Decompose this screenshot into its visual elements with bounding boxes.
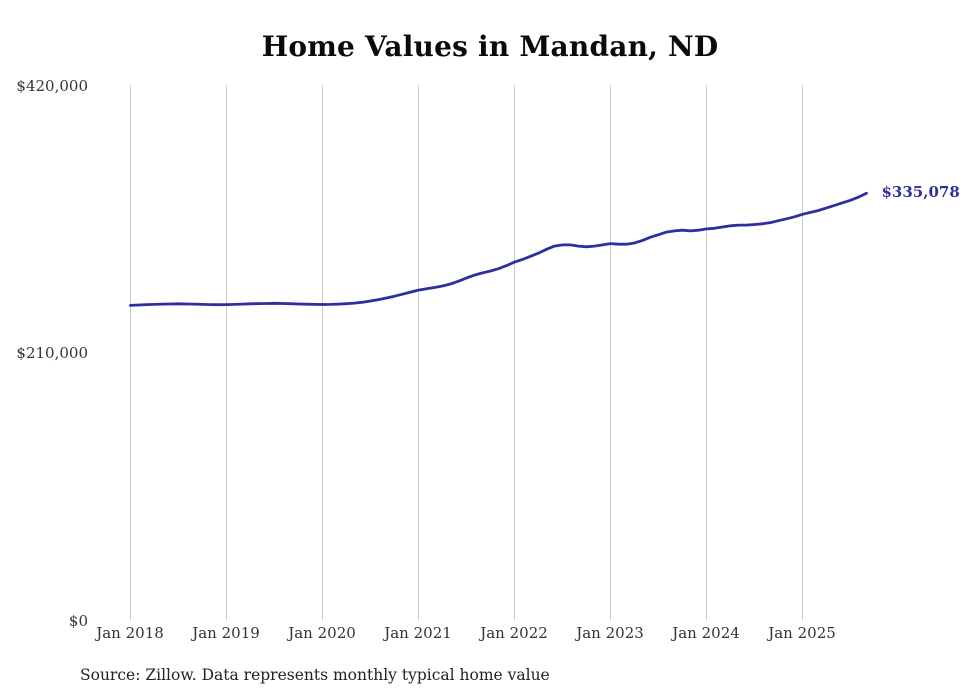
x-tick-jan-2022: Jan 2022 <box>480 624 548 642</box>
x-tick-jan-2019: Jan 2019 <box>192 624 260 642</box>
y-tick-420000: $420,000 <box>16 77 88 95</box>
end-value-label: $335,078 <box>881 183 960 202</box>
x-tick-jan-2020: Jan 2020 <box>288 624 356 642</box>
source-note: Source: Zillow. Data represents monthly … <box>80 666 550 684</box>
x-tick-jan-2018: Jan 2018 <box>96 624 164 642</box>
x-tick-jan-2023: Jan 2023 <box>576 624 644 642</box>
x-tick-jan-2025: Jan 2025 <box>768 624 836 642</box>
y-tick-0: $0 <box>68 612 88 630</box>
x-tick-jan-2021: Jan 2021 <box>384 624 452 642</box>
x-tick-jan-2024: Jan 2024 <box>672 624 740 642</box>
y-tick-210000: $210,000 <box>16 344 88 362</box>
chart-title: Home Values in Mandan, ND <box>261 30 719 63</box>
